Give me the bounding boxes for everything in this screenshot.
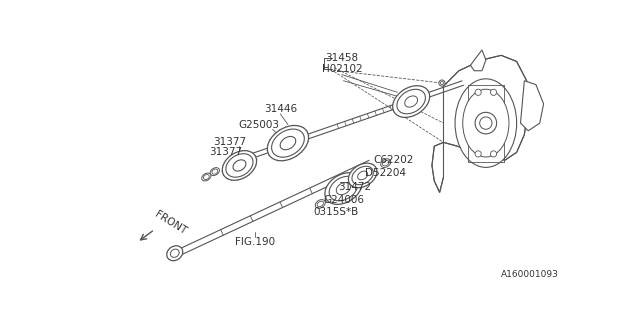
Ellipse shape [480, 117, 492, 129]
Ellipse shape [268, 125, 308, 161]
Ellipse shape [490, 89, 497, 95]
Text: FIG.190: FIG.190 [235, 237, 275, 247]
Polygon shape [470, 50, 486, 71]
Text: D52204: D52204 [365, 168, 406, 178]
Ellipse shape [463, 89, 509, 157]
Text: C62202: C62202 [373, 155, 413, 165]
Ellipse shape [475, 151, 481, 157]
Ellipse shape [336, 182, 351, 195]
Text: 31377: 31377 [214, 137, 247, 147]
Ellipse shape [383, 160, 389, 166]
Text: G24006: G24006 [323, 195, 364, 205]
Ellipse shape [170, 249, 179, 257]
Ellipse shape [167, 246, 183, 261]
Ellipse shape [222, 151, 257, 180]
Ellipse shape [455, 79, 516, 167]
Ellipse shape [316, 200, 325, 208]
Ellipse shape [233, 160, 246, 171]
Ellipse shape [212, 169, 218, 174]
Text: 31458: 31458 [325, 53, 358, 63]
Text: 31472: 31472 [339, 182, 371, 192]
Text: 31446: 31446 [264, 104, 297, 114]
Ellipse shape [210, 168, 220, 176]
Ellipse shape [329, 176, 358, 201]
Ellipse shape [202, 173, 211, 181]
Ellipse shape [280, 136, 296, 150]
Ellipse shape [381, 159, 391, 167]
Ellipse shape [348, 163, 377, 188]
Ellipse shape [397, 89, 426, 114]
Text: 31377: 31377 [209, 147, 242, 157]
Polygon shape [432, 55, 528, 192]
Ellipse shape [226, 154, 253, 177]
Ellipse shape [352, 166, 373, 185]
Ellipse shape [490, 151, 497, 157]
Text: G25003: G25003 [238, 120, 279, 131]
Text: 0315S*B: 0315S*B [313, 207, 358, 217]
Ellipse shape [271, 129, 305, 157]
Ellipse shape [439, 80, 445, 86]
Text: A160001093: A160001093 [501, 270, 559, 279]
Ellipse shape [358, 171, 367, 180]
Ellipse shape [475, 112, 497, 134]
Text: FRONT: FRONT [152, 210, 188, 237]
Ellipse shape [317, 201, 323, 207]
Ellipse shape [475, 89, 481, 95]
Ellipse shape [440, 82, 444, 84]
Polygon shape [520, 81, 543, 131]
Ellipse shape [393, 86, 429, 117]
Text: H02102: H02102 [321, 64, 362, 74]
Ellipse shape [404, 96, 418, 107]
Ellipse shape [325, 173, 362, 204]
Ellipse shape [204, 174, 209, 180]
